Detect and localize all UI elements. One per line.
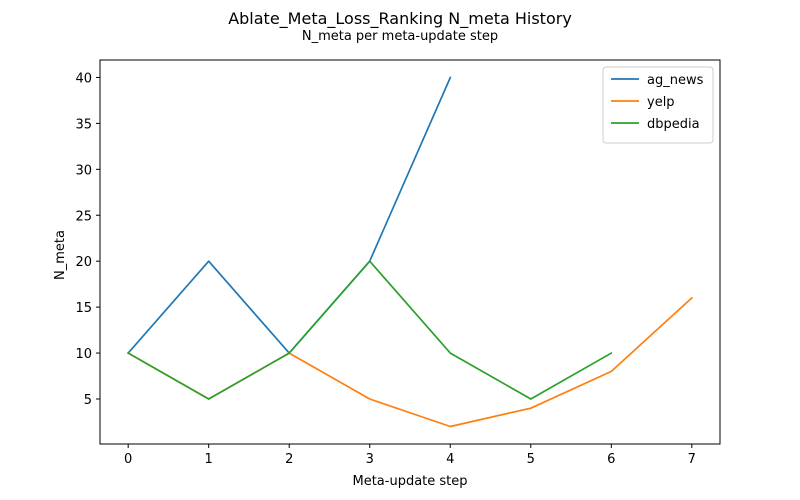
y-tick-label: 35	[75, 117, 92, 132]
x-axis-label: Meta-update step	[352, 474, 467, 489]
plot-frame	[99, 59, 721, 445]
y-tick-label: 10	[75, 347, 92, 362]
legend-label-ag-news: ag_news	[647, 73, 704, 88]
x-tick-label: 1	[205, 452, 213, 467]
legend-label-yelp: yelp	[647, 95, 675, 110]
legend-label-dbpedia: dbpedia	[647, 117, 700, 132]
y-tick-label: 25	[75, 209, 92, 224]
series-line-ag-news	[127, 76, 452, 355]
y-tick-label: 15	[75, 301, 92, 316]
y-tick-label: 40	[75, 71, 92, 86]
x-tick-label: 7	[688, 452, 696, 467]
y-axis-ticks: 5 10 15 20 25 30 35 40	[75, 71, 100, 408]
series-line-yelp	[127, 296, 694, 428]
legend-box	[602, 66, 714, 144]
y-tick-label: 20	[75, 255, 92, 270]
x-tick-label: 2	[285, 452, 293, 467]
y-axis-label: N_meta	[53, 230, 68, 280]
x-axis-ticks: 0 1 2 3 4 5 6 7	[124, 444, 696, 467]
x-tick-label: 3	[366, 452, 374, 467]
x-tick-label: 0	[124, 452, 132, 467]
x-tick-label: 5	[527, 452, 535, 467]
series-line-dbpedia	[127, 260, 613, 400]
chart-title: Ablate_Meta_Loss_Ranking N_meta History	[228, 9, 572, 29]
y-tick-label: 30	[75, 163, 92, 178]
x-tick-label: 4	[446, 452, 454, 467]
series-layer	[127, 76, 694, 428]
chart-subtitle: N_meta per meta-update step	[302, 29, 498, 44]
x-tick-label: 6	[607, 452, 615, 467]
y-tick-label: 5	[84, 393, 92, 408]
